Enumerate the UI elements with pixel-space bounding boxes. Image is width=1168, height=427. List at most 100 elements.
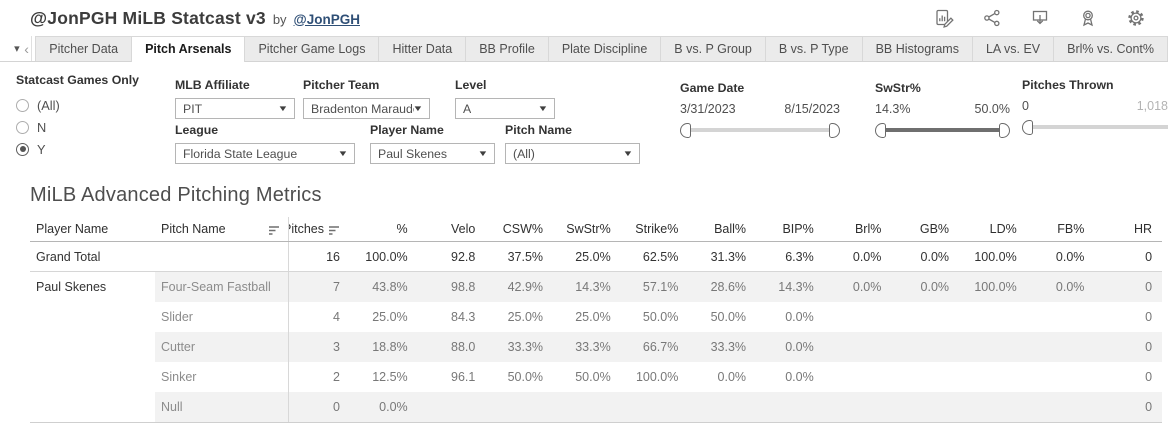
radio-option-y[interactable]: Y — [16, 138, 139, 160]
value-cell[interactable] — [756, 392, 824, 422]
column-header-pitch-name[interactable]: Pitch Name — [155, 217, 288, 241]
column-header-ld[interactable]: LD% — [959, 217, 1027, 241]
sort-icon[interactable] — [329, 225, 340, 236]
value-cell[interactable]: 0 — [288, 392, 350, 422]
league-select[interactable]: Florida State League ▼ — [175, 143, 355, 164]
value-cell[interactable] — [891, 302, 959, 332]
player-name-cell[interactable]: Grand Total — [36, 249, 101, 264]
value-cell[interactable]: 6.3% — [785, 249, 814, 264]
value-cell[interactable]: 33.3% — [553, 332, 621, 362]
value-cell[interactable] — [824, 302, 892, 332]
tab-pitcher-game-logs[interactable]: Pitcher Game Logs — [244, 36, 380, 61]
radio-option-all[interactable]: (All) — [16, 94, 139, 116]
tab-brl-vs-cont[interactable]: Brl% vs. Cont% — [1053, 36, 1168, 61]
pitch-name-cell[interactable]: Sinker — [161, 370, 197, 384]
value-cell[interactable]: 0.0% — [891, 272, 960, 302]
value-cell[interactable]: 0 — [1094, 272, 1163, 302]
value-cell[interactable]: 25.0% — [575, 249, 611, 264]
player-name-cell[interactable] — [30, 392, 155, 422]
value-cell[interactable]: 14.3% — [756, 272, 824, 302]
tab-pitcher-data[interactable]: Pitcher Data — [35, 36, 133, 61]
value-cell[interactable]: 100.0% — [974, 249, 1017, 264]
slider-handle-left[interactable] — [875, 123, 886, 138]
value-cell[interactable] — [1026, 332, 1095, 362]
slider-max-value[interactable]: 8/15/2023 — [784, 102, 840, 116]
tab-bb-histograms[interactable]: BB Histograms — [861, 36, 973, 61]
pitch-name-cell[interactable]: Cutter — [155, 332, 288, 362]
value-cell[interactable]: 4 — [288, 302, 350, 332]
value-cell[interactable]: 0.0% — [852, 249, 882, 264]
player-name-cell[interactable] — [30, 362, 155, 392]
value-cell[interactable]: 96.1 — [451, 370, 476, 384]
value-cell[interactable]: 37.5% — [507, 249, 544, 264]
value-cell[interactable]: 50.0% — [710, 310, 747, 324]
value-cell[interactable] — [959, 392, 1027, 422]
value-cell[interactable]: 98.8 — [417, 272, 486, 302]
slider-handle-right[interactable] — [999, 123, 1010, 138]
column-header-gb[interactable]: GB% — [891, 217, 959, 241]
value-cell[interactable]: 62.5% — [642, 249, 679, 264]
slider-track-area[interactable] — [1022, 120, 1168, 136]
value-cell[interactable] — [1027, 362, 1095, 392]
radio-option-n[interactable]: N — [16, 116, 139, 138]
value-cell[interactable]: 14.3% — [553, 272, 621, 302]
value-cell[interactable]: 25.0% — [507, 310, 544, 324]
column-header-hr[interactable]: HR — [1094, 217, 1162, 241]
download-icon[interactable] — [1030, 8, 1050, 28]
value-cell[interactable]: 33.3% — [485, 332, 554, 362]
column-header-strike[interactable]: Strike% — [621, 217, 689, 241]
value-cell[interactable]: 3 — [288, 332, 350, 362]
column-header-bip[interactable]: BIP% — [756, 217, 824, 241]
pitch-name-cell[interactable]: Four-Seam Fastball — [155, 272, 288, 302]
column-header-brl[interactable]: Brl% — [824, 217, 892, 241]
slider-track[interactable] — [685, 128, 835, 132]
value-cell[interactable]: 42.9% — [485, 272, 554, 302]
value-cell[interactable] — [959, 362, 1027, 392]
value-cell[interactable]: 0 — [1145, 370, 1153, 384]
value-cell[interactable]: 18.8% — [350, 332, 418, 362]
player-name-select[interactable]: Paul Skenes ▼ — [370, 143, 495, 164]
value-cell[interactable] — [485, 392, 554, 422]
value-cell[interactable] — [959, 302, 1027, 332]
value-cell[interactable] — [891, 332, 960, 362]
slider-handle-right[interactable] — [829, 123, 840, 138]
pitch-name-select[interactable]: (All) ▼ — [505, 143, 640, 164]
column-header-player-name[interactable]: Player Name — [30, 217, 155, 241]
value-cell[interactable]: 25.0% — [372, 310, 408, 324]
column-header-fb[interactable]: FB% — [1027, 217, 1095, 241]
value-cell[interactable]: 57.1% — [620, 272, 689, 302]
slider-handle-left[interactable] — [1022, 120, 1033, 135]
player-name-cell[interactable] — [30, 332, 155, 362]
slider-min-value[interactable]: 14.3% — [875, 102, 911, 116]
tab-b-vs-p-group[interactable]: B vs. P Group — [660, 36, 766, 61]
value-cell[interactable]: 0.0% — [1026, 272, 1095, 302]
value-cell[interactable]: 0.0% — [350, 392, 418, 422]
value-cell[interactable]: 0 — [1094, 392, 1163, 422]
column-header-pitches[interactable]: Pitches — [288, 217, 350, 241]
sheet-menu-caret-icon[interactable]: ▾ — [14, 43, 20, 55]
pitch-name-cell[interactable]: Null — [155, 392, 288, 422]
tab-bb-profile[interactable]: BB Profile — [465, 36, 549, 61]
value-cell[interactable]: 0 — [1145, 249, 1153, 264]
value-cell[interactable]: 12.5% — [372, 370, 408, 384]
slider-track[interactable] — [1027, 125, 1168, 129]
share-icon[interactable] — [982, 8, 1002, 28]
column-header-velo[interactable]: Velo — [418, 217, 486, 241]
slider-max-value[interactable]: 50.0% — [974, 102, 1010, 116]
tab-hitter-data[interactable]: Hitter Data — [378, 36, 467, 61]
settings-icon[interactable] — [1126, 8, 1146, 28]
value-cell[interactable] — [620, 392, 689, 422]
value-cell[interactable]: 66.7% — [620, 332, 689, 362]
award-icon[interactable] — [1078, 8, 1098, 28]
mlb-affiliate-select[interactable]: PIT ▼ — [175, 98, 295, 119]
value-cell[interactable] — [959, 332, 1027, 362]
slider-min-value[interactable]: 0 — [1022, 99, 1029, 113]
value-cell[interactable] — [553, 392, 621, 422]
value-cell[interactable] — [417, 392, 486, 422]
value-cell[interactable] — [823, 392, 892, 422]
slider-min-value[interactable]: 3/31/2023 — [680, 102, 736, 116]
tab-plate-discipline[interactable]: Plate Discipline — [547, 36, 662, 61]
column-header-swstr[interactable]: SwStr% — [553, 217, 621, 241]
player-name-cell[interactable] — [30, 302, 155, 332]
level-select[interactable]: A ▼ — [455, 98, 555, 119]
